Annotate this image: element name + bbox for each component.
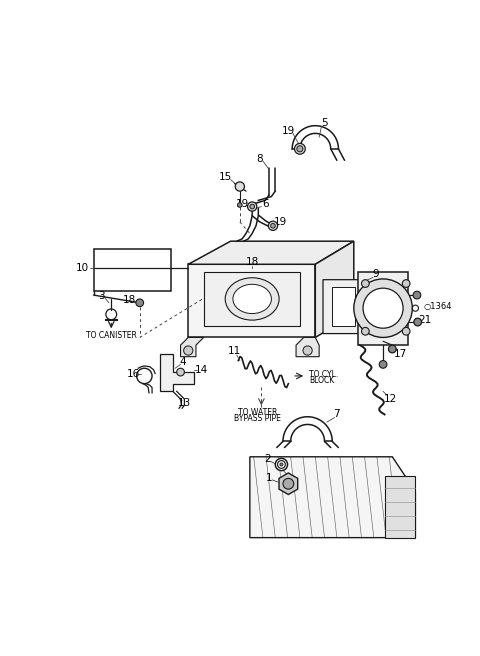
Circle shape: [402, 327, 410, 335]
Polygon shape: [250, 457, 415, 538]
Text: 3: 3: [98, 291, 105, 301]
Text: 9: 9: [372, 270, 379, 279]
Text: 1: 1: [266, 472, 273, 483]
Polygon shape: [188, 264, 315, 337]
Circle shape: [184, 346, 193, 355]
Circle shape: [277, 461, 285, 468]
Text: TO CANISTER: TO CANISTER: [86, 331, 137, 340]
Circle shape: [361, 327, 369, 335]
Polygon shape: [204, 272, 300, 326]
Circle shape: [402, 279, 410, 287]
Text: 10: 10: [76, 263, 89, 273]
Circle shape: [379, 361, 387, 368]
Text: 19: 19: [236, 199, 249, 209]
Circle shape: [250, 204, 254, 209]
Ellipse shape: [225, 277, 279, 320]
Text: 15: 15: [218, 173, 232, 182]
Circle shape: [361, 279, 369, 287]
Circle shape: [235, 182, 244, 191]
Text: 6: 6: [262, 199, 269, 209]
Text: 8: 8: [256, 154, 263, 164]
Text: 12: 12: [384, 394, 397, 404]
Text: 14: 14: [195, 365, 208, 375]
Circle shape: [275, 459, 288, 470]
Text: 17: 17: [394, 350, 407, 359]
Text: 4: 4: [180, 357, 186, 367]
Circle shape: [388, 345, 396, 353]
Circle shape: [283, 478, 294, 489]
Text: BLOCK: BLOCK: [309, 376, 335, 385]
Circle shape: [268, 221, 277, 230]
Text: A: A: [248, 293, 256, 306]
Text: 21: 21: [418, 315, 431, 325]
Polygon shape: [296, 337, 319, 357]
Polygon shape: [384, 476, 415, 538]
Text: BYPASS PIPE: BYPASS PIPE: [234, 414, 281, 422]
Text: 5: 5: [321, 118, 328, 129]
Circle shape: [177, 368, 184, 376]
Text: 7: 7: [334, 409, 340, 419]
Text: ○1364: ○1364: [424, 302, 452, 311]
Polygon shape: [188, 241, 354, 264]
Text: 18: 18: [122, 295, 135, 306]
Polygon shape: [160, 354, 193, 392]
Ellipse shape: [233, 284, 271, 314]
Circle shape: [363, 288, 403, 328]
Circle shape: [303, 346, 312, 355]
Polygon shape: [279, 473, 298, 495]
Circle shape: [271, 224, 275, 228]
Polygon shape: [180, 337, 204, 357]
Circle shape: [297, 146, 303, 152]
Text: 19: 19: [282, 126, 295, 136]
Circle shape: [280, 463, 283, 466]
Circle shape: [136, 299, 144, 306]
Circle shape: [414, 318, 421, 326]
Text: 11: 11: [228, 346, 241, 356]
Circle shape: [238, 203, 242, 207]
Text: 2: 2: [264, 454, 271, 464]
Polygon shape: [323, 279, 365, 334]
Circle shape: [413, 291, 421, 299]
Bar: [94, 249, 170, 291]
Text: TO CYL.: TO CYL.: [309, 370, 338, 379]
Text: 18: 18: [246, 257, 259, 267]
Text: 13: 13: [178, 398, 191, 408]
Polygon shape: [315, 241, 354, 337]
Circle shape: [295, 144, 305, 154]
Polygon shape: [358, 272, 408, 345]
Polygon shape: [332, 287, 355, 326]
Circle shape: [354, 279, 412, 337]
Text: 19: 19: [274, 217, 287, 227]
Text: 16: 16: [127, 369, 140, 379]
Text: TO WATER: TO WATER: [238, 407, 277, 417]
Circle shape: [248, 202, 257, 211]
